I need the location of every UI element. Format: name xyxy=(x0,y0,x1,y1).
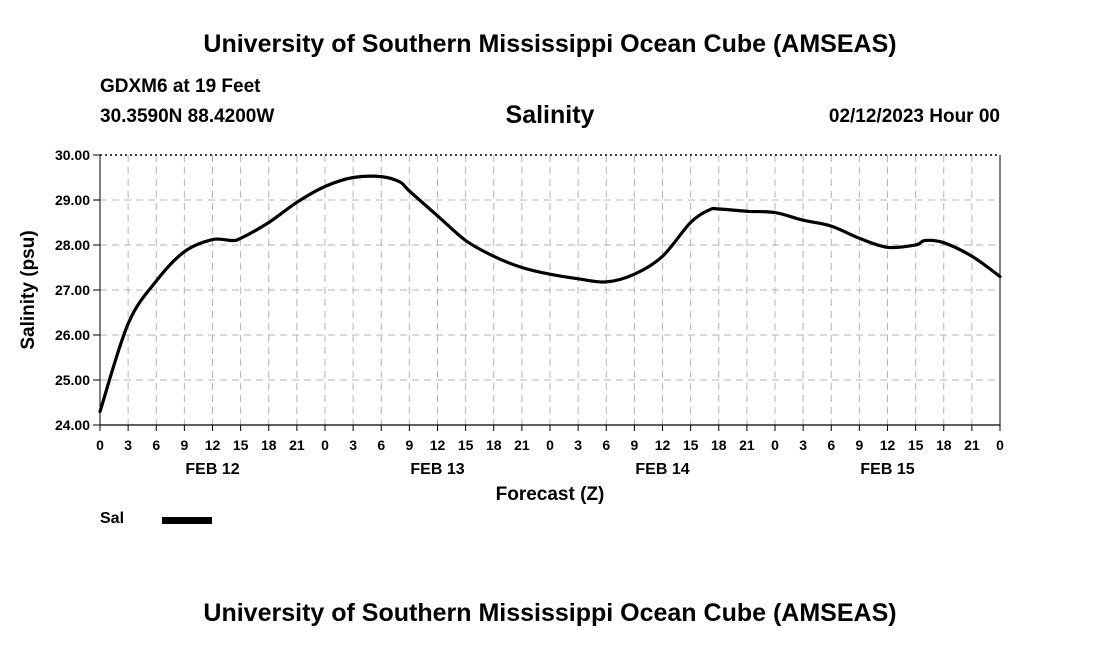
x-tick-label: 21 xyxy=(964,437,980,453)
x-tick-label: 9 xyxy=(855,437,863,453)
top-title: University of Southern Mississippi Ocean… xyxy=(203,30,897,58)
x-tick-label: 15 xyxy=(683,437,699,453)
x-tick-label: 15 xyxy=(233,437,249,453)
x-tick-label: 0 xyxy=(321,437,329,453)
x-tick-label: 12 xyxy=(880,437,896,453)
run-time-label: 02/12/2023 Hour 00 xyxy=(828,106,1000,127)
grid-lines xyxy=(100,155,1000,425)
station-label: GDXM6 at 19 Feet xyxy=(100,76,261,97)
x-tick-label: 0 xyxy=(546,437,554,453)
day-label: FEB 13 xyxy=(410,461,464,478)
x-tick-label: 12 xyxy=(430,437,446,453)
coordinates-label: 30.3590N 88.4200W xyxy=(100,106,275,127)
x-tick-label: 9 xyxy=(630,437,638,453)
legend-label: Sal xyxy=(100,510,125,527)
x-tick-label: 21 xyxy=(739,437,755,453)
x-tick-label: 0 xyxy=(771,437,779,453)
x-tick-label: 3 xyxy=(574,437,582,453)
y-axis-title: Salinity (psu) xyxy=(18,230,39,349)
chart-title: Salinity xyxy=(505,101,595,129)
x-tick-label: 9 xyxy=(405,437,413,453)
day-label: FEB 12 xyxy=(185,461,239,478)
y-tick-label: 29.00 xyxy=(55,192,90,208)
y-tick-label: 27.00 xyxy=(55,282,90,298)
x-tick-label: 6 xyxy=(602,437,610,453)
x-tick-label: 0 xyxy=(996,437,1004,453)
bottom-title: University of Southern Mississippi Ocean… xyxy=(203,599,897,627)
x-tick-label: 21 xyxy=(289,437,305,453)
series-line-sal xyxy=(98,174,1002,414)
x-tick-label: 6 xyxy=(377,437,385,453)
x-tick-label: 6 xyxy=(152,437,160,453)
x-tick-label: 18 xyxy=(711,437,727,453)
x-tick-label: 18 xyxy=(486,437,502,453)
day-label: FEB 14 xyxy=(635,461,689,478)
y-tick-label: 26.00 xyxy=(55,327,90,343)
y-tick-label: 30.00 xyxy=(55,147,90,163)
x-tick-label: 15 xyxy=(458,437,474,453)
x-tick-label: 0 xyxy=(96,437,104,453)
y-tick-label: 28.00 xyxy=(55,237,90,253)
axes xyxy=(93,154,1001,431)
x-tick-label: 3 xyxy=(349,437,357,453)
y-tick-label: 25.00 xyxy=(55,372,90,388)
x-tick-label: 3 xyxy=(124,437,132,453)
x-tick-label: 3 xyxy=(799,437,807,453)
x-tick-label: 18 xyxy=(261,437,277,453)
x-tick-label: 21 xyxy=(514,437,530,453)
x-tick-label: 18 xyxy=(936,437,952,453)
x-tick-label: 6 xyxy=(827,437,835,453)
x-tick-label: 9 xyxy=(180,437,188,453)
day-label: FEB 15 xyxy=(860,461,914,478)
legend-swatch xyxy=(162,517,212,524)
x-axis-title: Forecast (Z) xyxy=(496,484,605,505)
series-layer xyxy=(98,174,1002,414)
x-tick-label: 12 xyxy=(655,437,671,453)
axis-labels: 24.00 25.00 26.00 27.00 28.00 29.00 30.00 0 3 6 9 1… xyxy=(18,147,1004,505)
y-tick-label: 24.00 xyxy=(55,417,90,433)
x-tick-label: 15 xyxy=(908,437,924,453)
x-tick-label: 12 xyxy=(205,437,221,453)
